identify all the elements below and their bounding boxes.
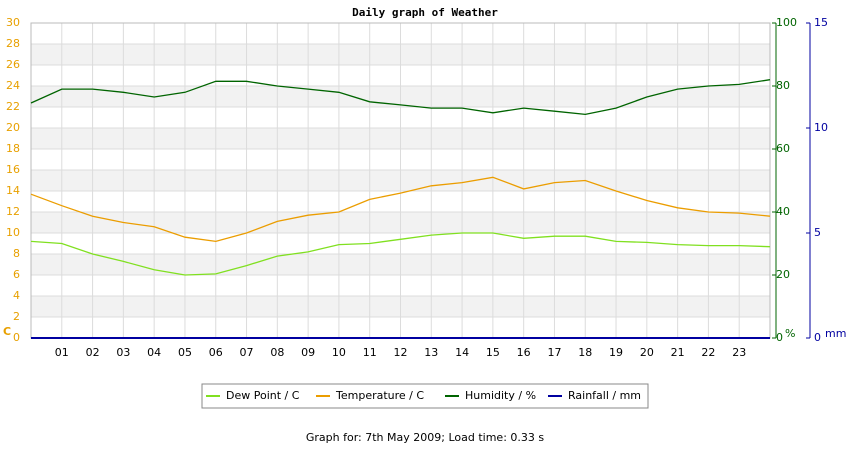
x-tick-label: 04 [147,346,161,359]
x-tick-label: 14 [455,346,469,359]
y-tick-label: 0 [13,331,20,344]
y-tick-label: 12 [6,205,20,218]
x-tick-label: 03 [116,346,130,359]
y-tick-label: 28 [6,37,20,50]
y-tick-label: 22 [6,100,20,113]
y3-tick-label: 10 [814,121,828,134]
x-tick-label: 01 [55,346,69,359]
x-tick-label: 08 [270,346,284,359]
x-tick-label: 17 [547,346,561,359]
y-tick-label: 20 [6,121,20,134]
y2-tick-label: 40 [776,205,790,218]
x-tick-label: 12 [394,346,408,359]
y-tick-label: 14 [6,184,20,197]
footer: Graph for: 7th May 2009; Load time: 0.33… [306,431,545,444]
y2-tick-label: 100 [776,16,797,29]
x-tick-label: 13 [424,346,438,359]
x-tick-label: 22 [701,346,715,359]
y2-tick-label: 80 [776,79,790,92]
y3-tick-label: 0 [814,331,821,344]
series-line [30,232,771,276]
y-tick-label: 26 [6,58,20,71]
y3-unit: mm [825,327,846,340]
legend-label: Rainfall / mm [568,389,641,402]
x-tick-label: 20 [640,346,654,359]
legend-label: Humidity / % [465,389,536,402]
x-tick-label: 02 [86,346,100,359]
y-tick-label: 18 [6,142,20,155]
series-line [30,79,771,116]
x-tick-label: 11 [363,346,377,359]
y2-tick-label: 20 [776,268,790,281]
y-tick-label: 8 [13,247,20,260]
y3-tick-label: 15 [814,16,828,29]
x-tick-label: 10 [332,346,346,359]
y-tick-label: 24 [6,79,20,92]
x-tick-label: 09 [301,346,315,359]
y-tick-label: 10 [6,226,20,239]
x-tick-label: 15 [486,346,500,359]
x-tick-label: 06 [209,346,223,359]
chart-title: Daily graph of Weather [352,6,498,19]
y2-tick-label: 0 [776,331,783,344]
x-tick-label: 23 [732,346,746,359]
x-tick-label: 21 [671,346,685,359]
legend-label: Temperature / C [335,389,424,402]
y2-unit: % [785,327,795,340]
x-tick-label: 19 [609,346,623,359]
x-tick-label: 18 [578,346,592,359]
legend-label: Dew Point / C [226,389,300,402]
x-tick-label: 07 [240,346,254,359]
y-tick-label: 16 [6,163,20,176]
x-tick-label: 16 [517,346,531,359]
y-tick-label: 2 [13,310,20,323]
y-unit: C [3,325,11,338]
x-tick-label: 05 [178,346,192,359]
y-tick-label: 6 [13,268,20,281]
y-tick-label: 30 [6,16,20,29]
legend-box [201,383,649,409]
y2-tick-label: 60 [776,142,790,155]
y3-tick-label: 5 [814,226,821,239]
series-line [30,176,771,243]
y-tick-label: 4 [13,289,20,302]
